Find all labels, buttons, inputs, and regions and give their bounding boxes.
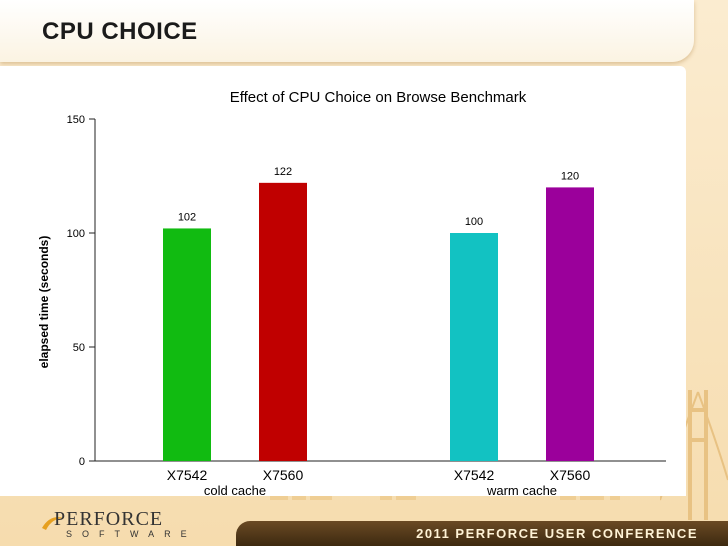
bar [259, 182, 307, 461]
y-axis-label: elapsed time (seconds) [37, 236, 51, 369]
y-tick-label: 0 [79, 456, 85, 468]
slide-title: CPU CHOICE [42, 18, 198, 45]
x-category-label: X7560 [263, 467, 304, 483]
x-category-label: X7542 [454, 467, 495, 483]
bar-value-label: 120 [561, 170, 579, 182]
bar-value-label: 122 [274, 166, 292, 178]
perforce-logo: PERFORCE SOFTWARE [54, 508, 197, 539]
y-tick-label: 100 [67, 228, 85, 240]
x-category-label: X7560 [550, 467, 591, 483]
conference-label: 2011 PERFORCE USER CONFERENCE [416, 526, 698, 541]
x-category-label: X7542 [167, 467, 208, 483]
bar-value-label: 102 [178, 211, 196, 223]
bar [546, 187, 594, 461]
bar-value-label: 100 [465, 216, 483, 228]
group-label: cold cache [204, 483, 266, 496]
chart-title: Effect of CPU Choice on Browse Benchmark [230, 89, 527, 106]
bar [163, 228, 211, 461]
bars [163, 182, 594, 461]
conference-banner: 2011 PERFORCE USER CONFERENCE [236, 521, 728, 546]
logo-subtitle: SOFTWARE [66, 529, 197, 539]
bar-chart: Effect of CPU Choice on Browse Benchmark… [37, 89, 666, 496]
title-bar: CPU CHOICE [0, 0, 694, 62]
perforce-swoosh-icon [42, 517, 64, 530]
chart-panel: Effect of CPU Choice on Browse Benchmark… [0, 66, 686, 496]
logo-wordmark: PERFORCE [54, 508, 164, 530]
group-label: warm cache [486, 483, 557, 496]
y-tick-label: 150 [67, 114, 85, 126]
y-tick-label: 50 [73, 342, 85, 354]
bar [450, 233, 498, 461]
golden-gate-bridge-graphic [660, 390, 728, 520]
